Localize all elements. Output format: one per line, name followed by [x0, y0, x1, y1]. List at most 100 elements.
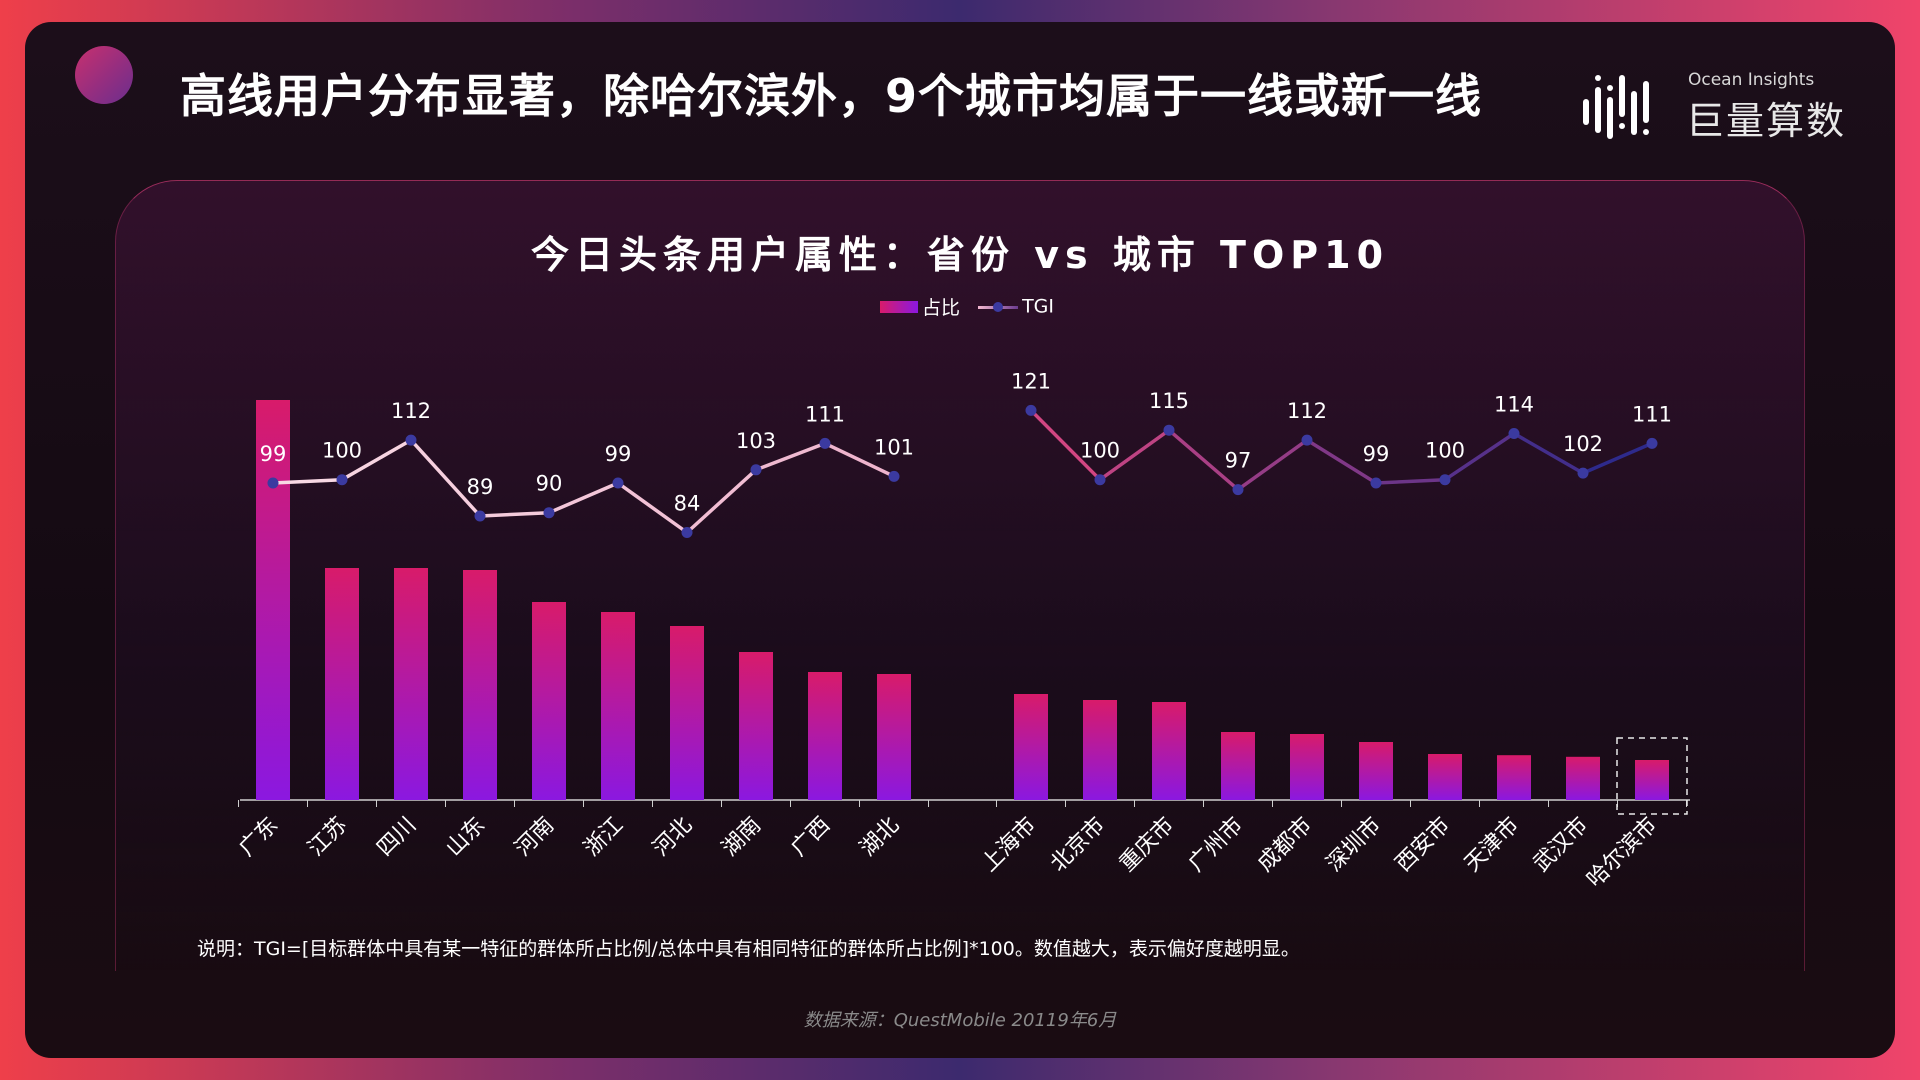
tgi-data-label: 112: [391, 399, 431, 423]
bar-province-8: [808, 672, 842, 800]
tgi-point: [1646, 437, 1658, 449]
tgi-point: [1163, 424, 1175, 436]
category-label: 重庆市: [1115, 813, 1179, 877]
tgi-line-segment: [616, 481, 689, 535]
tgi-point: [474, 510, 486, 522]
bar-city-6: [1428, 754, 1462, 800]
bar-province-1: [325, 568, 359, 800]
tgi-data-label: 100: [322, 439, 362, 463]
tgi-data-label: 102: [1563, 432, 1603, 456]
tgi-data-label: 103: [736, 429, 776, 453]
bar-city-7: [1497, 755, 1531, 800]
tgi-data-label: 111: [805, 402, 845, 426]
category-label: 江苏: [303, 813, 352, 862]
category-label: 山东: [441, 813, 490, 862]
bar-province-6: [670, 626, 704, 800]
tgi-line-segment: [823, 441, 896, 479]
tgi-point: [888, 470, 900, 482]
legend-line-label: TGI: [1022, 295, 1054, 318]
tgi-line-segment: [547, 481, 620, 515]
tgi-data-label: 84: [674, 492, 701, 516]
tgi-line-segment: [1443, 431, 1516, 482]
tgi-point: [1370, 477, 1382, 489]
bar-city-8: [1566, 756, 1600, 800]
tgi-data-label: 99: [605, 442, 632, 466]
highlight-box: [1616, 737, 1688, 815]
tgi-point: [681, 527, 693, 538]
tgi-data-label: 90: [536, 472, 563, 496]
bar-city-5: [1359, 742, 1393, 800]
tgi-point: [1577, 467, 1589, 479]
tgi-data-label: 111: [1632, 402, 1672, 426]
brand-chinese-name: 巨量算数: [1686, 99, 1847, 143]
tgi-point: [1508, 428, 1520, 439]
tgi-point: [1439, 474, 1451, 486]
category-label: 广州市: [1184, 813, 1248, 877]
bar-province-9: [877, 674, 911, 800]
legend-bar-swatch: [880, 300, 918, 313]
tgi-line-segment: [1305, 438, 1378, 485]
tgi-line-segment: [340, 438, 413, 482]
bar-city-9: [1635, 760, 1669, 800]
category-label: 湖南: [717, 813, 766, 862]
bar-city-0: [1014, 694, 1048, 800]
tgi-line-segment: [1029, 408, 1102, 482]
tgi-data-label: 99: [1363, 442, 1390, 466]
brand-logo: Ocean Insights 巨量算数: [1580, 46, 1850, 143]
category-label: 河北: [648, 813, 697, 862]
category-label: 湖北: [855, 813, 904, 862]
tgi-point: [1232, 484, 1244, 496]
bar-province-2: [394, 568, 428, 800]
tgi-line-segment: [1167, 428, 1240, 492]
tgi-point: [612, 477, 624, 489]
tgi-data-label: 115: [1149, 389, 1189, 413]
tgi-point: [267, 477, 279, 489]
bar-city-1: [1083, 700, 1117, 800]
tgi-line-segment: [1374, 477, 1447, 485]
tgi-data-label: 89: [467, 475, 494, 499]
tgi-point: [750, 464, 762, 476]
page-title: 高线用户分布显著，除哈尔滨外，9个城市均属于一线或新一线: [180, 69, 1483, 123]
bar-city-2: [1152, 702, 1186, 800]
brand-english-name: Ocean Insights: [1688, 70, 1815, 90]
category-label: 广东: [234, 813, 283, 862]
bar-province-3: [463, 570, 497, 800]
tgi-line-segment: [409, 438, 482, 518]
category-label: 哈尔滨市: [1582, 813, 1662, 893]
category-label: 河南: [510, 813, 559, 862]
tgi-line-segment: [754, 441, 827, 472]
tgi-line-segment: [1512, 431, 1585, 475]
category-label: 天津市: [1460, 813, 1524, 877]
decorative-circle: [75, 46, 133, 104]
tgi-line-segment: [1098, 428, 1171, 482]
category-label: 深圳市: [1322, 813, 1386, 877]
tgi-point: [819, 437, 831, 449]
category-label: 北京市: [1046, 813, 1110, 877]
bar-province-7: [739, 652, 773, 800]
category-label: 广西: [786, 813, 835, 862]
sound-wave-icon: [1583, 75, 1649, 139]
category-label: 武汉市: [1529, 813, 1593, 877]
category-label: 成都市: [1253, 813, 1317, 877]
data-source: 数据来源：QuestMobile 20119年6月: [803, 1010, 1117, 1031]
tgi-data-label: 99: [260, 442, 287, 466]
tgi-line-segment: [685, 468, 758, 535]
tgi-point: [543, 507, 555, 519]
legend-bar-label: 占比: [922, 297, 961, 319]
tgi-line-segment: [1581, 441, 1654, 475]
bar-city-4: [1290, 734, 1324, 800]
tgi-line-segment: [478, 510, 551, 518]
tgi-point: [1094, 474, 1106, 486]
tgi-data-label: 101: [874, 435, 914, 459]
category-label: 上海市: [977, 813, 1041, 877]
tgi-point: [405, 434, 417, 446]
bar-province-4: [532, 602, 566, 800]
tgi-line-segment: [1236, 438, 1309, 492]
category-label: 西安市: [1391, 813, 1455, 877]
tgi-data-label: 114: [1494, 393, 1534, 417]
footnote: 说明：TGI=[目标群体中具有某一特征的群体所占比例/总体中具有相同特征的群体所…: [197, 938, 1300, 960]
chart-title: 今日头条用户属性：省份 vs 城市 TOP10: [530, 233, 1390, 277]
tgi-data-label: 121: [1011, 369, 1051, 393]
bar-province-0: [256, 400, 290, 800]
